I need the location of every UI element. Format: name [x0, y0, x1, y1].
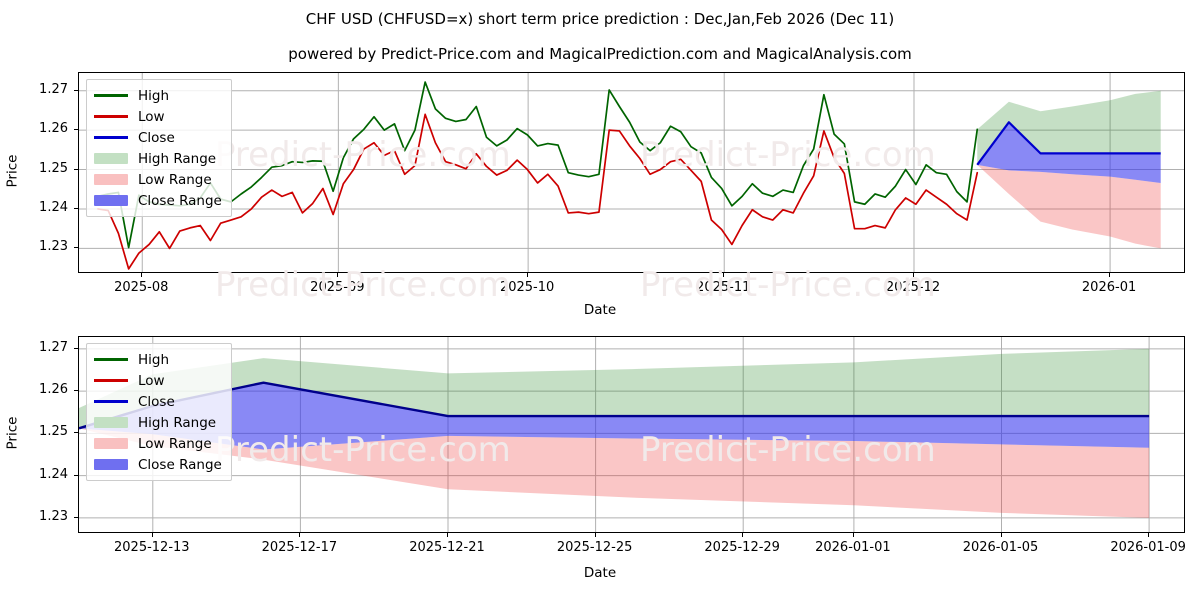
top-chart-x-tickmark [1109, 273, 1111, 277]
top-chart-legend-label: High [138, 87, 170, 104]
bottom-chart-legend-item-close: Close [94, 391, 222, 412]
bottom-chart-y-tick: 1.26 [39, 382, 68, 398]
top-chart-legend-item-low-range: Low Range [94, 169, 222, 190]
bottom-chart-legend-label: Low [138, 372, 165, 389]
top-chart-legend-item-high-range: High Range [94, 148, 222, 169]
top-chart-x-axis-label: Date [583, 302, 617, 318]
bottom-chart-legend-item-high: High [94, 349, 222, 370]
top-chart-y-tick: 1.25 [39, 160, 68, 176]
top-chart-plot-area [78, 72, 1185, 273]
bottom-chart-x-tickmark [447, 533, 448, 537]
bottom-chart-x-tickmark [1000, 533, 1002, 537]
bottom-chart-y-tick: 1.24 [39, 466, 68, 482]
bottom-chart-y-tick: 1.25 [39, 424, 68, 440]
bottom-chart-svg [79, 337, 1184, 532]
bottom-chart-x-axis-label: Date [583, 565, 617, 581]
top-chart-x-tickmark [912, 273, 914, 277]
bottom-chart-legend: High Low Close High Range Low Range Close Ran… [86, 343, 232, 481]
bottom-chart-y-tickmark [74, 516, 78, 518]
top-chart-legend-item-low: Low [94, 106, 222, 127]
bottom-chart-legend-label: Close [138, 393, 175, 410]
bottom-chart-legend-swatch-low-icon [94, 379, 128, 382]
bottom-chart-x-tickmark [852, 533, 854, 537]
bottom-chart-x-tickmark [594, 533, 596, 537]
top-chart-x-tickmark [337, 273, 339, 277]
page-title: CHF USD (CHFUSD=x) short term price pred… [305, 10, 895, 28]
top-chart-legend-item-close: Close [94, 127, 222, 148]
top-chart-legend-swatch-low-range-icon [94, 174, 128, 185]
bottom-chart-y-tick: 1.23 [39, 508, 68, 524]
bottom-chart-x-tick: 2025-12-25 [556, 540, 633, 555]
top-chart-x-tick: 2025-12 [885, 280, 941, 295]
bottom-chart-legend-swatch-close-icon [94, 400, 128, 403]
bottom-chart-legend-label: Close Range [138, 456, 222, 473]
bottom-chart-x-tickmark [299, 533, 301, 537]
bottom-chart-legend-swatch-close-range-icon [94, 459, 128, 470]
bottom-chart-y-tickmark [74, 347, 78, 349]
top-chart-legend-swatch-high-range-icon [94, 153, 128, 164]
top-chart-y-axis-label: Price [4, 154, 21, 188]
bottom-chart-x-tick: 2025-12-13 [114, 540, 190, 555]
bottom-chart-legend-label: High Range [138, 414, 217, 431]
top-chart-y-tickmark [74, 207, 78, 209]
top-chart-legend-label: High Range [138, 150, 217, 167]
bottom-chart-x-tick: 2026-01-01 [815, 540, 891, 555]
top-chart-legend-swatch-close-range-icon [94, 195, 128, 206]
bottom-chart-legend-item-high-range: High Range [94, 412, 222, 433]
top-chart-y-tick: 1.24 [39, 199, 68, 215]
bottom-chart-x-tick: 2026-01-05 [962, 540, 1039, 555]
top-chart-y-tickmark [74, 247, 78, 249]
top-chart-legend-item-high: High [94, 85, 222, 106]
top-chart-y-tickmark [74, 89, 78, 91]
bottom-chart-legend-label: Low Range [138, 435, 212, 452]
top-chart-legend-swatch-low-icon [94, 115, 128, 118]
top-chart-x-tick: 2025-11 [696, 280, 751, 295]
bottom-chart-y-tickmark [74, 390, 78, 392]
top-chart-x-tick: 2025-08 [114, 280, 169, 295]
top-chart-x-tick: 2025-09 [310, 280, 365, 295]
bottom-chart-x-tickmark [1148, 533, 1150, 537]
bottom-chart-x-tickmark [151, 533, 153, 537]
bottom-chart-x-tick: 2025-12-21 [409, 540, 485, 555]
top-chart-y-tick: 1.26 [39, 121, 68, 137]
top-chart-y-tick: 1.23 [39, 239, 68, 255]
top-chart-legend: High Low Close High Range Low Range Close Ran… [86, 79, 232, 217]
bottom-chart-y-axis-label: Price [4, 416, 21, 450]
bottom-chart-plot-area [78, 336, 1185, 533]
top-chart-legend-label: Low Range [138, 171, 212, 188]
bottom-chart-y-tick: 1.27 [39, 339, 68, 355]
top-chart-svg [79, 73, 1184, 272]
top-chart-x-tickmark [141, 273, 143, 277]
top-chart-x-tick: 2025-10 [499, 280, 555, 295]
bottom-chart-legend-label: High [138, 351, 170, 368]
top-chart-legend-label: Close Range [138, 192, 222, 209]
top-chart-legend-label: Low [138, 108, 165, 125]
top-chart-y-tick: 1.27 [39, 81, 68, 97]
top-chart-y-tickmark [74, 129, 78, 131]
top-chart-legend-swatch-close-icon [94, 136, 128, 139]
top-chart-legend-swatch-high-icon [94, 94, 128, 97]
bottom-chart-x-tick: 2025-12-17 [261, 540, 338, 555]
bottom-chart-x-tick: 2025-12-29 [704, 540, 780, 555]
bottom-chart-legend-swatch-high-range-icon [94, 417, 128, 428]
page-subtitle: powered by Predict-Price.com and Magical… [288, 45, 912, 63]
bottom-chart-legend-item-low: Low [94, 370, 222, 391]
top-chart-legend-label: Close [138, 129, 175, 146]
bottom-chart-y-tickmark [74, 432, 78, 434]
bottom-chart-legend-item-low-range: Low Range [94, 433, 222, 454]
bottom-chart-legend-swatch-low-range-icon [94, 438, 128, 449]
top-chart-x-tick: 2026-01 [1081, 280, 1137, 295]
bottom-chart-y-tickmark [74, 474, 78, 476]
top-chart-x-tickmark [527, 273, 529, 277]
bottom-chart-x-tickmark [742, 533, 744, 537]
bottom-chart-x-tick: 2026-01-09 [1110, 540, 1186, 555]
top-chart-legend-item-close-range: Close Range [94, 190, 222, 211]
bottom-chart-legend-swatch-high-icon [94, 358, 128, 361]
top-chart-y-tickmark [74, 168, 78, 170]
top-chart-x-tickmark [723, 273, 725, 277]
bottom-chart-legend-item-close-range: Close Range [94, 454, 222, 475]
